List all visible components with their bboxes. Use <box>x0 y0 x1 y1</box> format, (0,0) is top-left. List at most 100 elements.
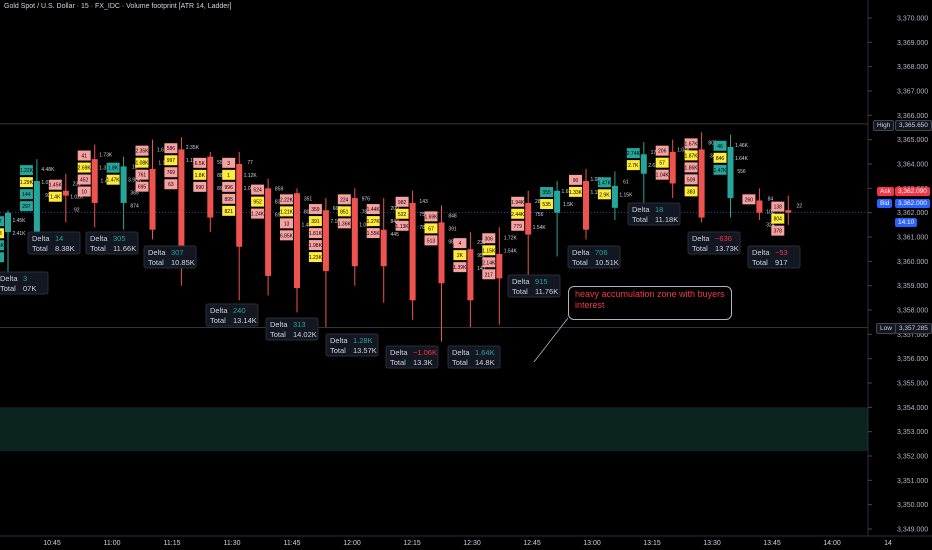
candle-group: 1.45K 1.4K 231 1.02K 92 <box>49 173 84 223</box>
candle-body <box>669 151 676 184</box>
footprint-bid-cell <box>0 216 4 227</box>
summary-box: Delta 14 Total 8.38K <box>27 231 81 255</box>
footprint-bid-value: 982 <box>398 200 407 206</box>
candle-group: 1.44K 1.27K 1.55K 209 843 445 <box>367 198 399 303</box>
candle-body <box>583 181 589 230</box>
summary-box-bg <box>507 274 561 298</box>
footprint-bid-value: 1.29K <box>20 180 34 186</box>
footprint-bid-cell <box>77 162 91 173</box>
footprint-bid-value: 1.81K <box>309 231 323 237</box>
footprint-ask-value: 874 <box>130 204 139 210</box>
candle-body <box>698 149 705 218</box>
footprint-bid-cell <box>337 218 351 229</box>
footprint-bid-cell <box>251 208 265 219</box>
summary-total-label: Total <box>0 284 16 293</box>
footprint-bid-value: 1.33K <box>569 190 583 196</box>
footprint-bid-cell <box>0 240 4 251</box>
footprint-bid-cell <box>742 194 756 205</box>
footprint-bid-value: 997 <box>167 158 176 164</box>
footprint-bid-value: 6.85K <box>280 233 294 239</box>
summary-delta-label: Delta <box>32 234 50 243</box>
summary-delta-label: Delta <box>452 348 470 357</box>
summary-delta-value: −53 <box>775 248 788 257</box>
footprint-ask-value: 781 <box>419 225 428 231</box>
candle-group: 1.8K 1.47K 18 3.98K 365 874 <box>107 156 142 230</box>
footprint-ask-value: 781 <box>362 209 371 215</box>
footprint-bid-value: 1.08K <box>135 161 149 167</box>
summary-total-label: Total <box>632 215 648 224</box>
footprint-bid-cell <box>771 225 785 236</box>
summary-total-value: 14.8K <box>475 358 495 367</box>
footprint-bid-cell <box>280 206 293 217</box>
footprint-bid-value: 2.35K <box>135 149 149 155</box>
summary-delta-value: −1.06K <box>413 348 437 357</box>
candle-body <box>611 185 618 208</box>
footprint-bid-cell <box>77 174 91 185</box>
footprint-bid-cell <box>0 252 4 263</box>
summary-delta-label: Delta <box>148 248 166 257</box>
price-axis-label: 3,368.000 <box>897 64 928 71</box>
footprint-bid-value: 67 <box>428 226 434 232</box>
candle-body <box>640 154 647 174</box>
footprint-ask-value: 848 <box>448 213 457 219</box>
price-axis-label: 3,362.000 <box>897 210 928 217</box>
summary-delta-value: 313 <box>293 320 306 329</box>
footprint-bid-value: 1.27K <box>367 219 381 225</box>
summary-box: Delta −53 Total 917 <box>747 245 801 269</box>
summary-delta-value: 307 <box>171 248 184 257</box>
footprint-ask-value: 18 <box>132 165 138 171</box>
footprint-bid-value: 138 <box>774 205 783 211</box>
footprint-bid-value: 1.86K <box>685 165 699 171</box>
footprint-ask-value: 1.73K <box>99 153 113 159</box>
price-axis-label: 3,355.000 <box>897 381 928 388</box>
footprint-ask-value: 888 <box>217 173 226 179</box>
summary-total-value: 07K <box>23 284 36 293</box>
summary-delta-value: 706 <box>595 248 608 257</box>
candle-body <box>351 198 358 267</box>
accumulation-zone <box>0 407 868 452</box>
footprint-bid-value: 1.8K <box>195 173 206 179</box>
footprint-ask-value: 1.06K <box>244 186 258 192</box>
footprint-bid-value: 804 <box>774 217 783 223</box>
footprint-ask-value: 239 <box>477 240 486 246</box>
footprint-ask-value: 1.54K <box>504 248 518 254</box>
footprint-ask-value: 1.01K <box>41 180 55 186</box>
high-tag: High <box>873 120 895 131</box>
footprint-ask-value: 1.37K <box>99 166 113 172</box>
candle-group: 1.47K 2.9K 61 1.15K <box>598 171 633 220</box>
summary-total-label: Total <box>330 346 346 355</box>
candle-group: 355 535 1.65K 1.5K <box>540 181 575 257</box>
summary-total-value: 8.38K <box>55 244 75 253</box>
summary-total-label: Total <box>270 330 286 339</box>
candle-group: 359 391 1.81K 1.98K 1.23K 662 7.16K <box>309 198 344 328</box>
candle-body <box>322 210 329 272</box>
footprint-bid-cell <box>511 208 525 219</box>
footprint-bid-cell <box>482 269 496 280</box>
footprint-bid-value: 378 <box>774 229 783 235</box>
annotation-callout[interactable]: heavy accumulation zone with buyers inte… <box>568 286 732 320</box>
summary-total-label: Total <box>452 358 468 367</box>
footprint-bid-cell <box>164 167 178 178</box>
footprint-bid-value: 1.15K <box>482 248 496 254</box>
candle-body <box>236 164 243 247</box>
footprint-ask-value: 1.64K <box>735 156 749 162</box>
summary-total-value: 13.57K <box>353 346 377 355</box>
footprint-bid-value: 2K <box>457 253 464 259</box>
footprint-ask-value: 756 <box>535 212 544 218</box>
footprint-bid-value: 1.47K <box>713 168 727 174</box>
footprint-bid-cell <box>482 245 496 256</box>
footprint-ask-value: 391 <box>448 226 457 232</box>
summary-box-bg <box>85 231 139 255</box>
summary-box: Delta 313 Total 14.02K <box>265 317 319 341</box>
footprint-bid-cell <box>337 194 351 205</box>
footprint-bid-value: 895 <box>225 197 234 203</box>
summary-delta-label: Delta <box>390 348 408 357</box>
footprint-bid-cell <box>482 257 496 268</box>
footprint-bid-cell <box>626 148 640 159</box>
summary-total-label: Total <box>572 258 588 267</box>
footprint-bid-cell <box>280 194 293 205</box>
footprint-bid-value: 391 <box>311 219 320 225</box>
countdown-tag: 14:10 <box>895 218 918 227</box>
footprint-bid-value: 1.36K <box>338 221 352 227</box>
